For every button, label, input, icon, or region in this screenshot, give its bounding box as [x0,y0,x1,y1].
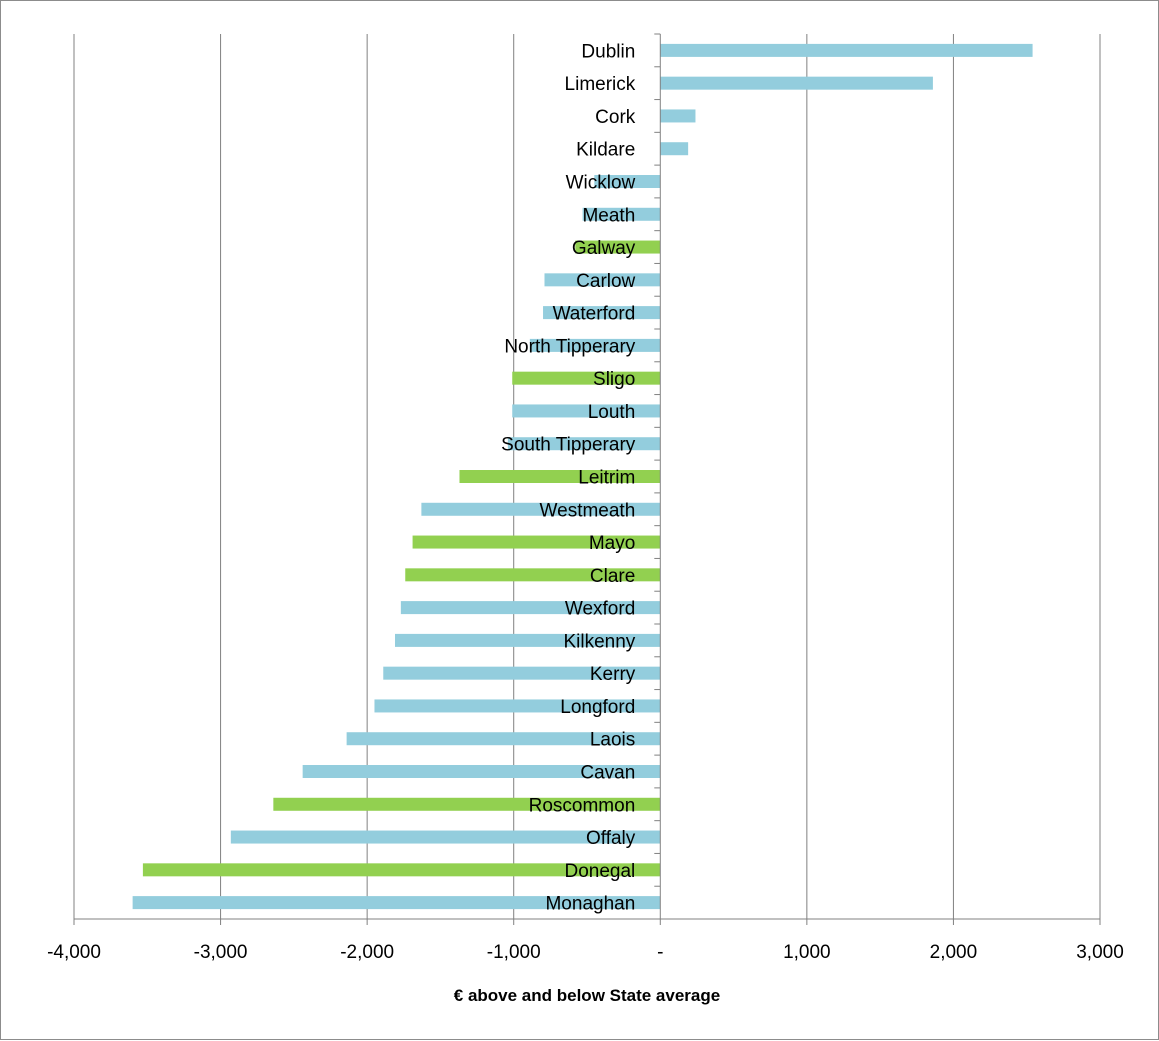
bar [142,863,661,877]
category-label: Kerry [590,664,636,685]
bar [507,437,661,451]
bar [660,43,1033,57]
bar [230,830,661,844]
bar [594,175,661,188]
bar [582,207,661,221]
bar [383,666,661,680]
x-tick-label: -3,000 [194,942,248,963]
x-tick-label: - [657,942,663,963]
category-label: Wexford [565,599,635,620]
category-label: North Tipperary [504,336,635,357]
x-tick-label: -4,000 [47,942,101,963]
gridlines [73,34,1101,919]
bar [302,765,661,778]
category-labels: Dublin Limerick Cork Kildare Wicklow Meath Gal… [501,41,636,914]
bar [412,535,661,549]
x-tick-labels: -4,000 -3,000 -2,000 -1,000-1,000 2,000 3,000 [47,942,1124,963]
bar [575,240,661,254]
x-tick-label: 1,000 [783,942,831,963]
bar [512,371,661,385]
category-label: Carlow [576,271,635,292]
category-label: Westmeath [540,500,636,521]
category-label: Roscommon [529,795,636,816]
category-label: Clare [590,566,635,587]
x-tick-label: -1,000 [487,942,541,963]
category-label: Donegal [565,861,636,882]
category-label: Monaghan [545,894,635,915]
bar [529,338,661,352]
bar [394,633,661,647]
bar [346,732,661,746]
bars [132,43,1033,910]
category-label: Mayo [589,533,635,554]
x-tick-label: 2,000 [930,942,978,963]
bar [273,797,661,811]
bar [544,273,661,287]
x-axis-title: € above and below State average [454,986,720,1005]
category-label: Cork [595,107,636,128]
category-label: Meath [582,205,635,226]
x-tick-label: 3,000 [1076,942,1124,963]
bar [660,142,689,156]
category-label: Cavan [580,763,635,784]
bar [132,896,661,910]
bar [543,306,661,320]
category-label: Limerick [565,74,636,95]
category-label: Louth [588,402,636,423]
category-label: Sligo [593,369,635,390]
category-label: Laois [590,730,635,751]
bar [459,470,661,483]
bar [400,601,661,615]
category-label: Kildare [576,140,635,161]
x-tick-label: -2,000 [340,942,394,963]
category-label: Dublin [581,41,635,62]
category-label: Galway [572,238,636,259]
bar [512,404,661,418]
bar [405,568,661,582]
category-label: Wicklow [566,173,636,194]
category-label: Longford [560,697,635,718]
bar [374,699,661,713]
bar [660,109,696,123]
bar [660,76,933,90]
category-label: Kilkenny [563,631,635,652]
bar [421,502,661,516]
axes [73,33,1101,925]
category-label: Waterford [553,304,636,325]
category-label: Offaly [586,828,636,849]
category-label: South Tipperary [501,435,636,456]
category-label: Leitrim [578,468,635,489]
